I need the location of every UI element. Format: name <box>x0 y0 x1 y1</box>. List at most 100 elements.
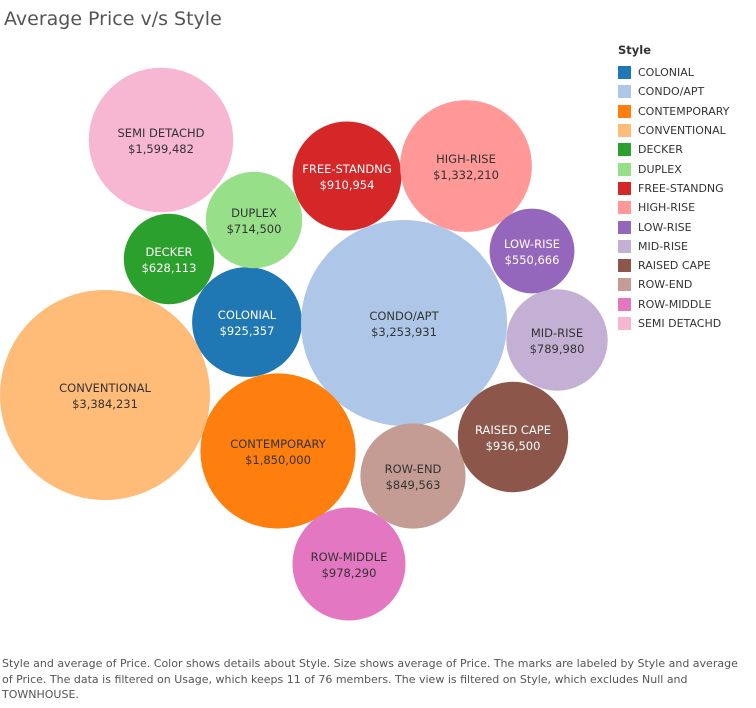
legend-label: SEMI DETACHD <box>638 317 722 330</box>
legend-label: CONDO/APT <box>638 85 705 99</box>
legend-swatch <box>618 317 631 330</box>
bubble-low-rise[interactable]: LOW-RISE $550,666 <box>489 208 575 294</box>
bubble-decker[interactable]: DECKER $628,113 <box>123 213 215 305</box>
bubble-conventional[interactable]: CONVENTIONAL $3,384,231 <box>0 290 210 500</box>
bubble-circle-decker[interactable] <box>123 213 215 305</box>
bubble-value-duplex: $714,500 <box>227 222 282 236</box>
legend-label: RAISED CAPE <box>638 259 711 273</box>
bubble-value-semi-detachd: $1,599,482 <box>128 142 194 156</box>
bubble-raised-cape[interactable]: RAISED CAPE $936,500 <box>457 381 569 493</box>
legend-swatch <box>618 85 631 99</box>
bubble-label-conventional: CONVENTIONAL <box>59 381 151 395</box>
bubble-circle-semi-detachd[interactable] <box>88 67 234 213</box>
legend-label: ROW-MIDDLE <box>638 297 712 311</box>
bubble-label-row-end: ROW-END <box>385 462 442 476</box>
bubble-circle-duplex[interactable] <box>205 171 303 269</box>
legend-item-row-end[interactable]: ROW-END <box>618 275 729 294</box>
legend-label: DECKER <box>638 143 683 157</box>
bubble-label-decker: DECKER <box>146 245 193 259</box>
bubble-value-conventional: $3,384,231 <box>72 397 138 411</box>
bubble-value-free-standng: $910,954 <box>320 178 375 192</box>
bubble-circle-conventional[interactable] <box>0 290 210 500</box>
legend-item-high-rise[interactable]: HIGH-RISE <box>618 198 729 217</box>
legend-item-contemporary[interactable]: CONTEMPORARY <box>618 102 729 121</box>
legend-item-low-rise[interactable]: LOW-RISE <box>618 217 729 236</box>
bubble-contemporary[interactable]: CONTEMPORARY $1,850,000 <box>200 373 356 529</box>
legend-label: MID-RISE <box>638 239 688 253</box>
legend-item-free-standng[interactable]: FREE-STANDNG <box>618 179 729 198</box>
legend: Style COLONIAL CONDO/APT CONTEMPORARY CONVE… <box>618 43 729 333</box>
legend-swatch <box>618 201 631 215</box>
legend-label: LOW-RISE <box>638 220 692 234</box>
bubble-circle-row-end[interactable] <box>360 423 466 529</box>
legend-swatch <box>618 124 631 138</box>
bubble-circle-colonial[interactable] <box>192 267 302 377</box>
chart-title: Average Price v/s Style <box>4 8 222 30</box>
bubble-row-end[interactable]: ROW-END $849,563 <box>360 423 466 529</box>
bubble-label-row-middle: ROW-MIDDLE <box>311 550 388 564</box>
bubble-circle-row-middle[interactable] <box>292 507 406 621</box>
legend-item-row-middle[interactable]: ROW-MIDDLE <box>618 295 729 314</box>
bubble-high-rise[interactable]: HIGH-RISE $1,332,210 <box>400 100 532 232</box>
legend-item-decker[interactable]: DECKER <box>618 140 729 159</box>
bubble-label-high-rise: HIGH-RISE <box>436 152 496 166</box>
bubble-chart: COLONIAL $925,357 CONDO/APT $3,253,931 CONTE… <box>0 67 608 621</box>
legend-item-mid-rise[interactable]: MID-RISE <box>618 237 729 256</box>
legend-swatch <box>618 66 631 80</box>
legend-swatch <box>618 143 631 157</box>
legend-label: COLONIAL <box>638 66 694 80</box>
bubble-free-standng[interactable]: FREE-STANDNG $910,954 <box>292 121 402 231</box>
bubble-label-contemporary: CONTEMPORARY <box>230 437 327 451</box>
legend-item-condo-apt[interactable]: CONDO/APT <box>618 82 729 101</box>
legend-swatch <box>618 162 631 176</box>
bubble-circle-low-rise[interactable] <box>489 208 575 294</box>
legend-label: CONTEMPORARY <box>638 104 730 118</box>
legend-item-raised-cape[interactable]: RAISED CAPE <box>618 256 729 275</box>
bubble-value-low-rise: $550,666 <box>505 253 560 267</box>
bubble-label-colonial: COLONIAL <box>218 308 277 322</box>
bubble-value-contemporary: $1,850,000 <box>245 453 311 467</box>
legend-label: CONVENTIONAL <box>638 124 726 138</box>
legend-label: ROW-END <box>638 278 693 292</box>
bubble-value-condo-apt: $3,253,931 <box>371 325 437 339</box>
bubble-circle-mid-rise[interactable] <box>506 289 608 391</box>
bubble-label-free-standng: FREE-STANDNG <box>302 162 392 176</box>
bubble-circle-contemporary[interactable] <box>200 373 356 529</box>
bubble-label-condo-apt: CONDO/APT <box>369 309 439 323</box>
bubble-circle-raised-cape[interactable] <box>457 381 569 493</box>
legend-swatch <box>618 259 631 273</box>
bubble-label-mid-rise: MID-RISE <box>531 326 583 340</box>
legend-item-conventional[interactable]: CONVENTIONAL <box>618 121 729 140</box>
bubble-colonial[interactable]: COLONIAL $925,357 <box>192 267 302 377</box>
bubble-semi-detachd[interactable]: SEMI DETACHD $1,599,482 <box>88 67 234 213</box>
bubble-value-high-rise: $1,332,210 <box>433 168 499 182</box>
bubble-label-raised-cape: RAISED CAPE <box>475 423 551 437</box>
legend-swatch <box>618 181 631 195</box>
legend-swatch <box>618 278 631 292</box>
bubble-value-row-middle: $978,290 <box>322 566 377 580</box>
legend-swatch <box>618 220 631 234</box>
legend-swatch <box>618 239 631 253</box>
legend-item-colonial[interactable]: COLONIAL <box>618 63 729 82</box>
bubble-value-colonial: $925,357 <box>220 324 275 338</box>
bubble-circle-condo-apt[interactable] <box>301 220 507 426</box>
bubble-value-raised-cape: $936,500 <box>486 439 541 453</box>
legend-swatch <box>618 104 631 118</box>
bubble-label-duplex: DUPLEX <box>231 206 277 220</box>
legend-title: Style <box>618 43 652 57</box>
bubble-mid-rise[interactable]: MID-RISE $789,980 <box>506 289 608 391</box>
legend-item-duplex[interactable]: DUPLEX <box>618 159 729 178</box>
bubble-circle-free-standng[interactable] <box>292 121 402 231</box>
legend-swatch <box>618 297 631 311</box>
legend-label: HIGH-RISE <box>638 201 696 215</box>
bubble-label-low-rise: LOW-RISE <box>504 237 560 251</box>
bubble-value-decker: $628,113 <box>142 261 197 275</box>
legend-label: FREE-STANDNG <box>638 181 724 195</box>
bubble-condo-apt[interactable]: CONDO/APT $3,253,931 <box>301 220 507 426</box>
bubble-duplex[interactable]: DUPLEX $714,500 <box>205 171 303 269</box>
bubble-row-middle[interactable]: ROW-MIDDLE $978,290 <box>292 507 406 621</box>
bubble-circle-high-rise[interactable] <box>400 100 532 232</box>
legend-item-semi-detachd[interactable]: SEMI DETACHD <box>618 314 729 333</box>
chart-caption: Style and average of Price. Color shows … <box>2 657 738 701</box>
bubble-value-mid-rise: $789,980 <box>530 342 585 356</box>
